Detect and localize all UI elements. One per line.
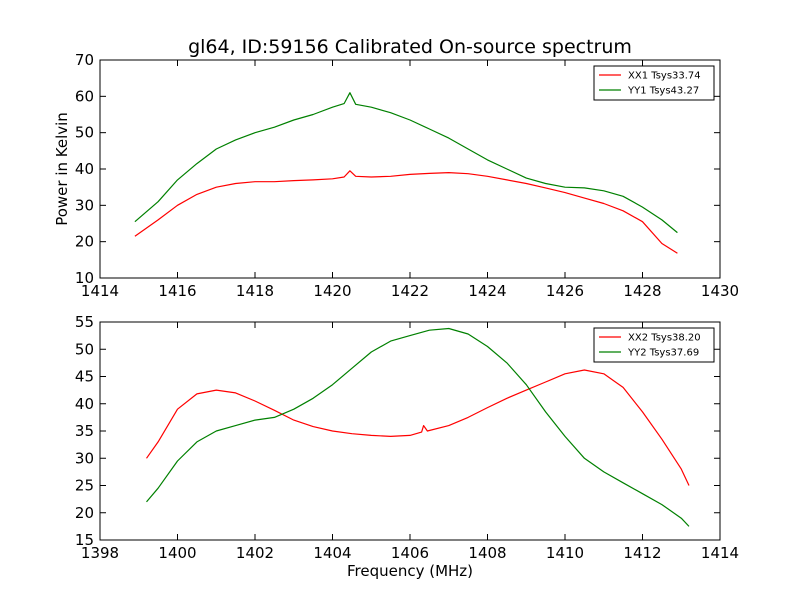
legend: XX1 Tsys33.74 YY1 Tsys43.27 xyxy=(593,65,715,101)
y-axis-label: Power in Kelvin xyxy=(53,112,71,226)
series-line-yy1 xyxy=(134,92,678,234)
x-tick-label: 1420 xyxy=(313,282,351,300)
x-tick-label: 1412 xyxy=(623,544,661,562)
x-tick-label: 1404 xyxy=(313,544,351,562)
y-tick-label: 40 xyxy=(75,395,94,413)
y-tick-label: 50 xyxy=(75,340,94,358)
x-tick-label: 1418 xyxy=(236,282,274,300)
x-tick-label: 1426 xyxy=(546,282,584,300)
y-tick-label: 15 xyxy=(75,531,94,549)
y-tick-label: 30 xyxy=(75,196,94,214)
top-panel: 1414 1416 1418 1420 1422 1424 1426 1428 1430 10 20… xyxy=(75,51,739,300)
legend-label: YY1 Tsys43.27 xyxy=(627,86,699,97)
x-tick-label: 1406 xyxy=(391,544,429,562)
legend-label: YY2 Tsys37.69 xyxy=(627,348,699,359)
x-tick-label: 1422 xyxy=(391,282,429,300)
y-tick-label: 55 xyxy=(75,313,94,331)
x-tick-label: 1430 xyxy=(701,282,739,300)
x-tick-label: 1410 xyxy=(546,544,584,562)
x-tick-label: 1424 xyxy=(468,282,506,300)
x-tick-label: 1408 xyxy=(468,544,506,562)
x-tick-label: 1402 xyxy=(236,544,274,562)
y-tick-label: 25 xyxy=(75,477,94,495)
y-tick-label: 45 xyxy=(75,368,94,386)
y-tick-label: 30 xyxy=(75,449,94,467)
x-tick-label: 1416 xyxy=(158,282,196,300)
y-tick-label: 35 xyxy=(75,422,94,440)
x-tick-label: 1398 xyxy=(81,544,119,562)
chart-title: gl64, ID:59156 Calibrated On-source spec… xyxy=(188,36,632,58)
legend-label: XX2 Tsys38.20 xyxy=(628,333,701,344)
x-tick-label: 1414 xyxy=(701,544,739,562)
series-line-xx2 xyxy=(146,369,690,486)
x-tick-label: 1428 xyxy=(623,282,661,300)
y-tick-label: 10 xyxy=(75,269,94,287)
y-tick-label: 60 xyxy=(75,87,94,105)
x-tick-label: 1400 xyxy=(158,544,196,562)
legend-box xyxy=(593,327,715,363)
y-tick-label: 70 xyxy=(75,51,94,69)
y-tick-label: 20 xyxy=(75,504,94,522)
x-tick-label: 1414 xyxy=(81,282,119,300)
bottom-panel: 1398 1400 1402 1404 1406 1408 1410 1412 1414 15 20… xyxy=(75,313,739,562)
y-tick-label: 20 xyxy=(75,233,94,251)
legend: XX2 Tsys38.20 YY2 Tsys37.69 xyxy=(593,327,715,363)
series-line-yy2 xyxy=(146,327,690,527)
legend-box xyxy=(593,65,715,101)
series-line-xx1 xyxy=(134,170,678,254)
y-tick-label: 40 xyxy=(75,160,94,178)
x-axis-label: Frequency (MHz) xyxy=(347,562,473,580)
y-tick-label: 50 xyxy=(75,124,94,142)
legend-label: XX1 Tsys33.74 xyxy=(628,71,701,82)
